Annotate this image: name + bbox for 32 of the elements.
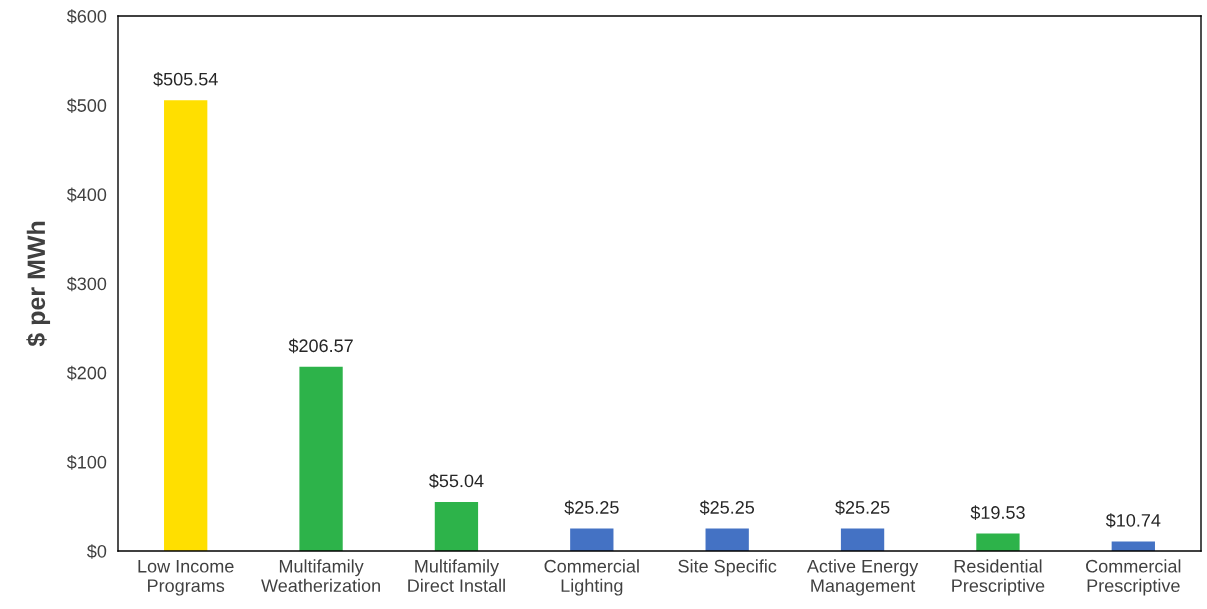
bar <box>570 528 614 551</box>
y-tick-label: $100 <box>66 455 107 470</box>
x-tick-label: Site Specific <box>678 559 777 577</box>
bar <box>705 528 749 551</box>
x-tick-label: Low Income Programs <box>138 560 234 596</box>
x-tick-label: Multifamily Direct Install <box>408 559 505 593</box>
y-tick-label: $600 <box>66 9 107 24</box>
x-tick-label: Commercial Prescriptive <box>1086 559 1181 596</box>
x-tick-label: Multifamily Weatherization <box>261 559 380 593</box>
y-tick-label: $300 <box>66 276 107 292</box>
data-label: $25.25 <box>564 500 619 515</box>
data-label: $19.53 <box>970 505 1025 520</box>
bar <box>299 366 343 551</box>
data-label: $206.57 <box>288 338 353 354</box>
data-label: $55.04 <box>429 473 484 489</box>
y-tick-label: $400 <box>66 187 107 203</box>
bar <box>164 100 208 551</box>
x-tick-label: Commercial Lighting <box>544 559 639 596</box>
x-tick-label: Active Energy Management <box>806 559 919 596</box>
bar <box>840 528 885 551</box>
data-label: $25.25 <box>835 500 890 515</box>
bar <box>434 501 479 551</box>
bar <box>976 533 1020 551</box>
y-tick-label: $0 <box>87 544 107 559</box>
y-tick-label: $200 <box>66 365 107 381</box>
y-axis-title: $ per MWh <box>26 221 51 347</box>
data-label: $505.54 <box>153 72 218 87</box>
data-label: $25.25 <box>699 500 755 515</box>
y-tick-label: $500 <box>66 98 107 113</box>
x-tick-label: Residential Prescriptive <box>952 559 1045 596</box>
bar <box>1111 541 1155 551</box>
data-label: $10.74 <box>1105 513 1161 528</box>
